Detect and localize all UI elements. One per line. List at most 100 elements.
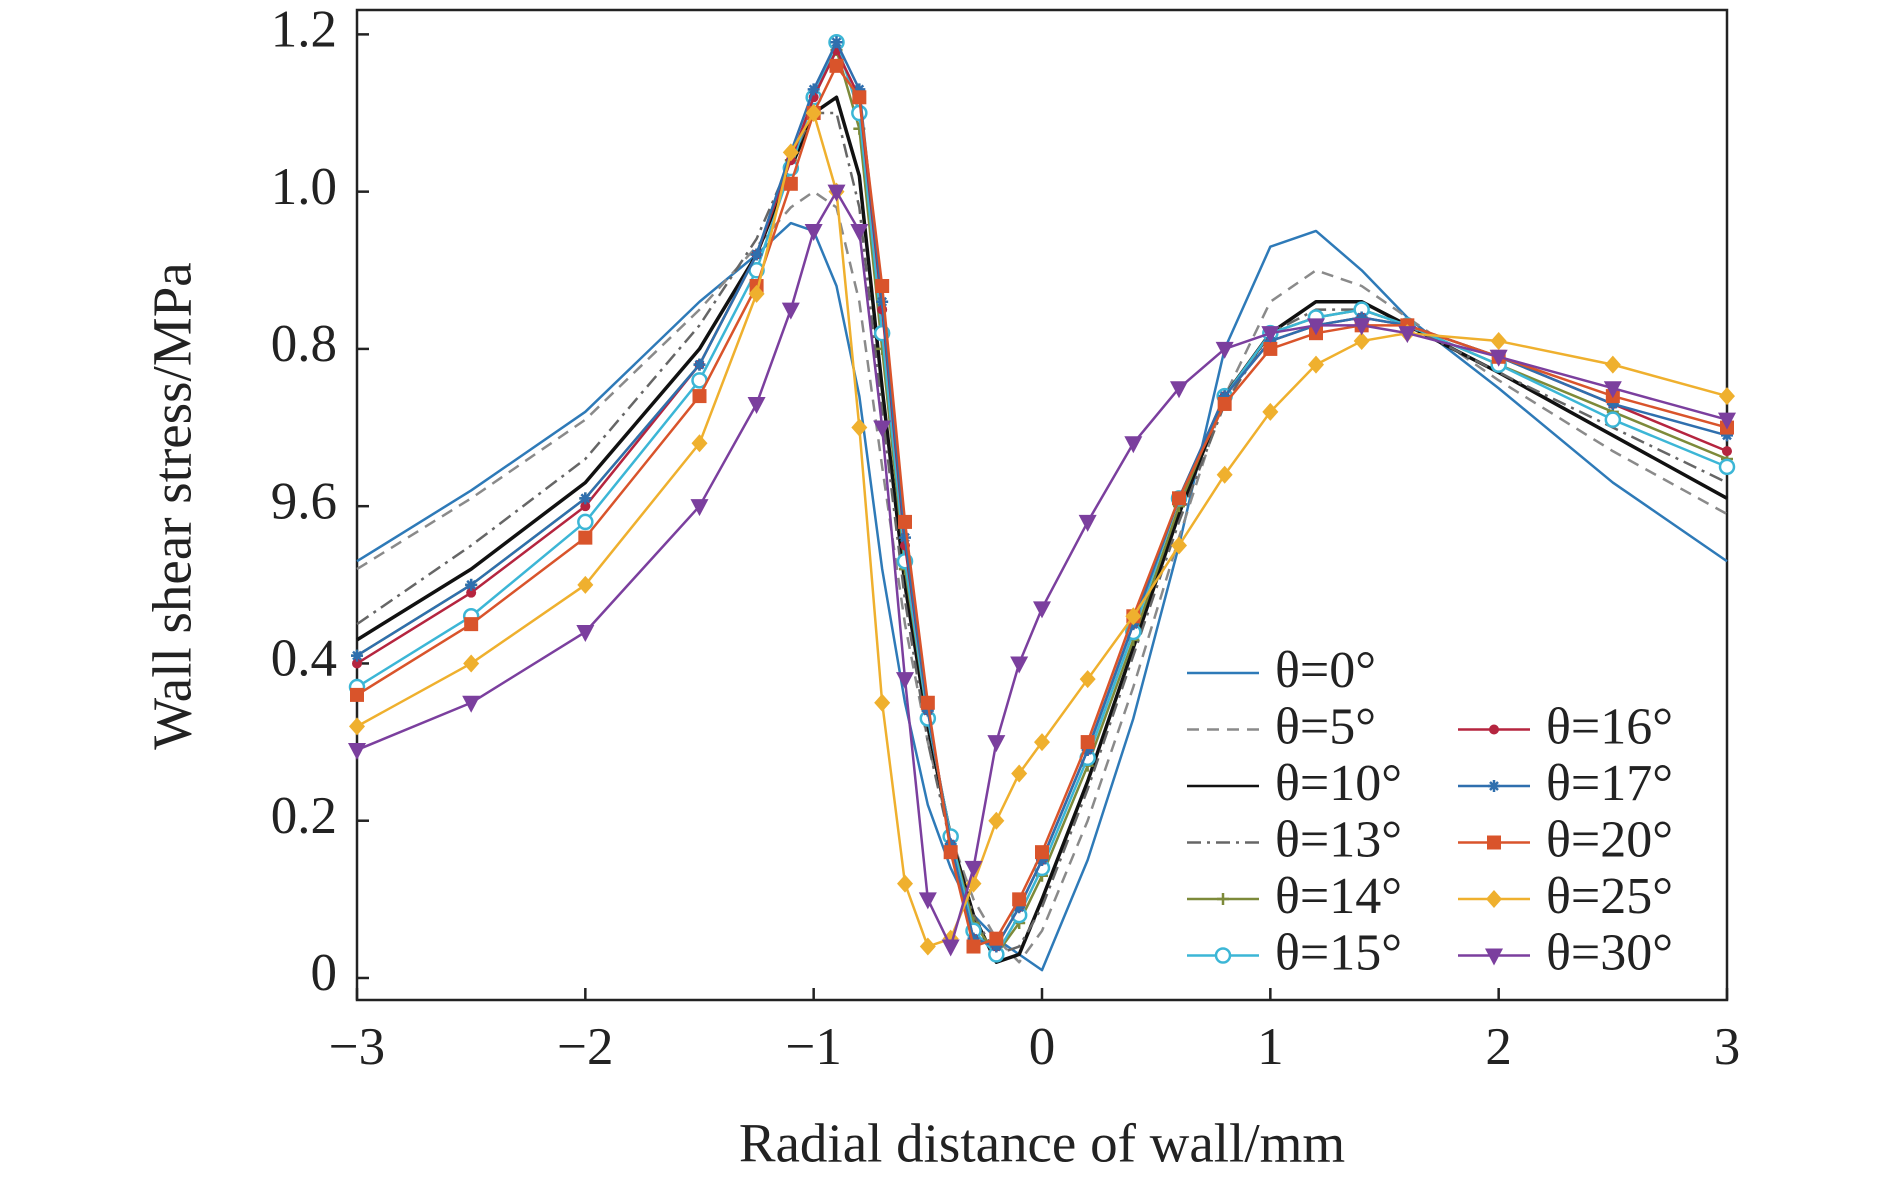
data-point <box>850 223 869 241</box>
data-point <box>1080 735 1095 750</box>
data-point <box>1489 349 1508 367</box>
data-point <box>919 937 936 956</box>
data-point <box>941 939 960 957</box>
data-point <box>1216 465 1233 484</box>
data-point <box>988 811 1005 830</box>
data-point <box>577 575 594 594</box>
series-line <box>356 40 1728 948</box>
legend-label: θ=5° <box>1275 698 1376 755</box>
legend-marker <box>1485 948 1503 966</box>
series-line <box>356 111 1728 956</box>
data-point <box>1036 854 1048 867</box>
x-tick-label: 1 <box>1257 1018 1284 1076</box>
data-point <box>852 90 867 105</box>
data-point <box>1718 458 1736 476</box>
data-point <box>1172 491 1186 506</box>
data-point <box>352 658 362 669</box>
data-point <box>896 672 914 690</box>
data-point <box>1215 341 1234 359</box>
data-point <box>898 514 912 529</box>
data-point <box>691 434 708 453</box>
data-point <box>464 617 479 632</box>
legend-marker <box>1486 890 1502 908</box>
data-point <box>1171 536 1187 555</box>
data-point <box>348 742 366 760</box>
y-tick-label: 9.6 <box>271 472 337 530</box>
data-point <box>1218 390 1231 403</box>
data-point <box>466 587 477 598</box>
data-point <box>1035 845 1049 860</box>
data-point <box>783 176 798 191</box>
data-point <box>990 940 1003 953</box>
data-point <box>1604 355 1621 374</box>
data-point <box>1603 381 1622 399</box>
data-point <box>1721 429 1733 442</box>
data-point <box>804 223 823 241</box>
data-point <box>1010 656 1029 674</box>
series-line <box>356 111 1728 948</box>
data-point <box>853 83 866 96</box>
data-point <box>693 358 706 371</box>
data-point <box>827 184 846 202</box>
data-point <box>1124 436 1143 454</box>
data-point <box>1081 743 1094 756</box>
y-tick-label: 0.8 <box>271 315 337 373</box>
data-point <box>748 284 765 303</box>
data-point <box>1308 355 1324 374</box>
data-point <box>1262 402 1279 421</box>
legend-label: θ=13° <box>1275 811 1402 868</box>
data-point <box>750 248 763 261</box>
data-point <box>462 695 481 713</box>
data-point <box>692 389 707 404</box>
data-point <box>1263 341 1278 356</box>
data-point <box>897 874 913 893</box>
data-point <box>782 143 799 162</box>
data-point <box>1490 332 1507 351</box>
data-point <box>1718 412 1736 430</box>
y-tick-label: 0.2 <box>271 787 337 845</box>
data-point <box>1355 311 1368 324</box>
data-point <box>1719 387 1735 406</box>
legend-marker <box>1489 724 1499 735</box>
data-point <box>1307 318 1325 336</box>
legend-label: θ=14° <box>1275 868 1402 925</box>
data-point <box>579 492 592 505</box>
y-tick-label: 1.2 <box>271 1 337 59</box>
legend-label: θ=16° <box>1546 698 1673 755</box>
legend-label: θ=25° <box>1546 868 1673 925</box>
data-point <box>805 104 822 123</box>
y-tick-label: 1.0 <box>271 158 337 216</box>
data-point <box>875 279 890 294</box>
data-point <box>781 302 800 320</box>
data-point <box>1011 764 1028 783</box>
data-point <box>1217 396 1232 411</box>
data-point <box>987 735 1006 753</box>
data-point <box>1125 607 1142 626</box>
data-point <box>580 501 591 512</box>
y-axis-label: Wall shear stress/MPa <box>142 262 203 749</box>
legend-marker <box>1487 835 1501 850</box>
data-point <box>1013 901 1026 914</box>
data-point <box>1398 326 1417 344</box>
x-tick-label: −2 <box>557 1018 613 1076</box>
data-point <box>1079 670 1096 689</box>
data-point <box>920 695 935 710</box>
data-point <box>807 83 820 96</box>
legend-marker <box>1214 947 1232 964</box>
data-point <box>1170 381 1188 399</box>
data-point <box>1352 318 1371 336</box>
data-point <box>829 58 844 73</box>
data-point <box>747 396 766 414</box>
legend-label: θ=17° <box>1546 755 1673 812</box>
data-point <box>350 687 364 702</box>
x-tick-label: 0 <box>1029 1018 1056 1076</box>
data-point <box>1033 601 1051 619</box>
legend-label: θ=10° <box>1275 755 1402 812</box>
data-point <box>577 513 594 531</box>
series-line <box>356 190 1728 948</box>
legend-label: θ=0° <box>1275 642 1376 699</box>
legend-marker <box>1217 893 1229 905</box>
series-line <box>356 95 1728 965</box>
data-point <box>1606 397 1619 410</box>
